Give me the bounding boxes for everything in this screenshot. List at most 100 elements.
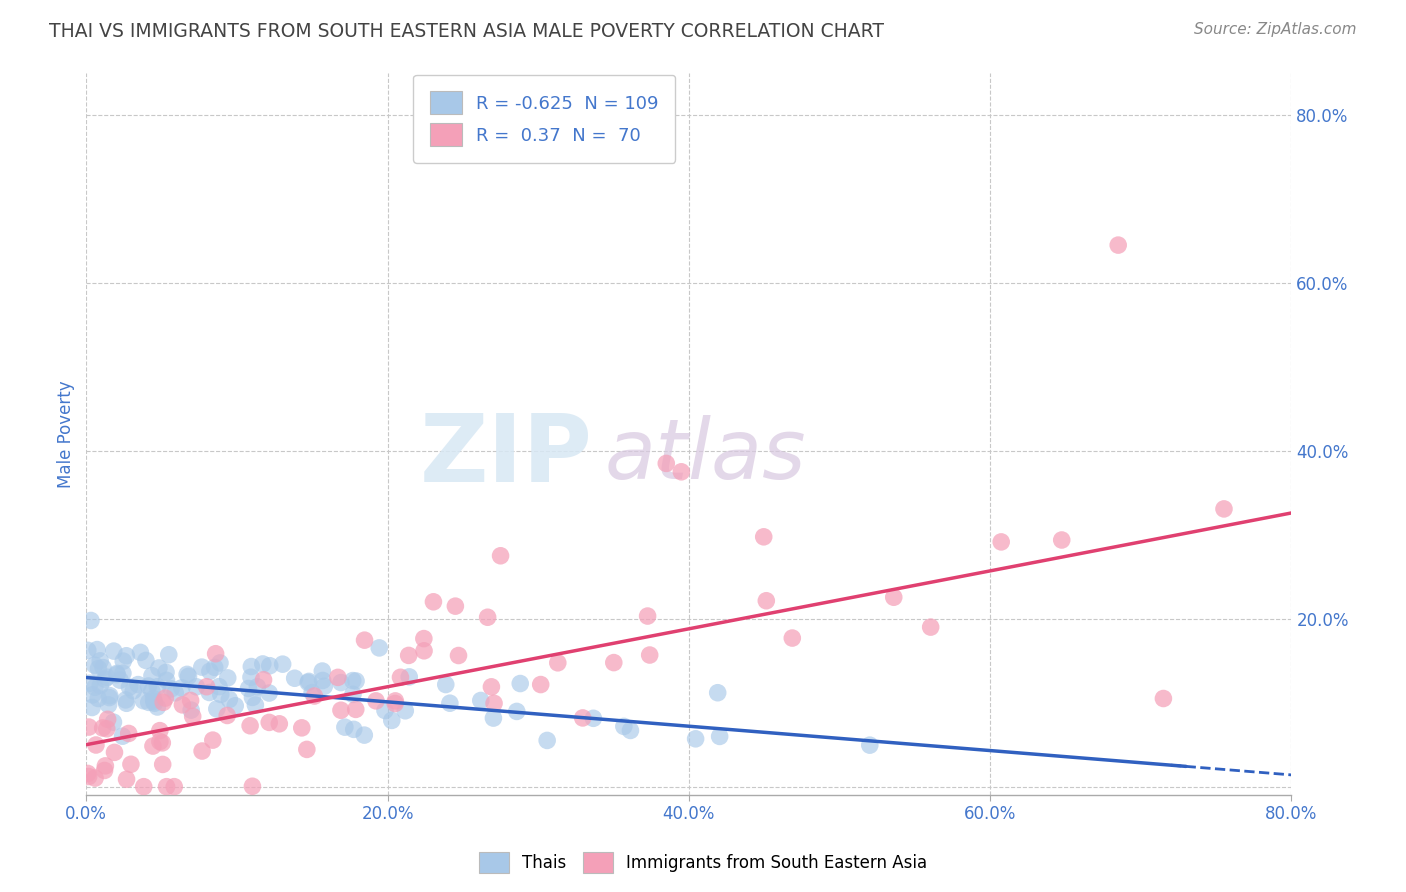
Point — [311, 664, 333, 678]
Text: ZIP: ZIP — [419, 409, 592, 501]
Point — [240, 659, 263, 673]
Point — [152, 757, 174, 772]
Point — [344, 673, 367, 688]
Point — [1107, 238, 1129, 252]
Point — [201, 733, 224, 747]
Point — [91, 721, 114, 735]
Point — [149, 723, 172, 738]
Point — [613, 719, 636, 733]
Point — [79, 676, 101, 690]
Point — [246, 680, 269, 694]
Point — [685, 731, 707, 746]
Point — [177, 669, 200, 683]
Point — [132, 694, 155, 708]
Point — [208, 656, 231, 670]
Point — [122, 683, 145, 698]
Point — [97, 698, 120, 712]
Point — [482, 696, 505, 710]
Point — [208, 680, 231, 694]
Point — [149, 734, 172, 748]
Point — [89, 678, 111, 692]
Point — [170, 681, 193, 695]
Point — [132, 780, 155, 794]
Point — [155, 673, 177, 688]
Point — [384, 694, 406, 708]
Point — [422, 595, 444, 609]
Point — [129, 645, 152, 659]
Point — [86, 642, 108, 657]
Point — [330, 703, 353, 717]
Point — [105, 667, 128, 681]
Text: THAI VS IMMIGRANTS FROM SOUTH EASTERN ASIA MALE POVERTY CORRELATION CHART: THAI VS IMMIGRANTS FROM SOUTH EASTERN AS… — [49, 22, 884, 41]
Point — [97, 712, 120, 726]
Point — [148, 661, 170, 675]
Point — [93, 764, 115, 778]
Point — [115, 696, 138, 710]
Point — [111, 666, 134, 681]
Point — [506, 705, 529, 719]
Point — [547, 656, 569, 670]
Point — [470, 693, 492, 707]
Point — [389, 670, 412, 684]
Point — [163, 780, 186, 794]
Point — [314, 679, 336, 693]
Point — [114, 693, 136, 707]
Point — [259, 658, 281, 673]
Point — [111, 729, 134, 743]
Point — [252, 657, 274, 671]
Point — [195, 680, 218, 694]
Point — [96, 722, 118, 736]
Point — [412, 632, 434, 646]
Point — [709, 730, 731, 744]
Point — [782, 631, 804, 645]
Point — [342, 673, 364, 688]
Point — [141, 668, 163, 682]
Point — [160, 681, 183, 696]
Legend: Thais, Immigrants from South Eastern Asia: Thais, Immigrants from South Eastern Asi… — [472, 846, 934, 880]
Point — [312, 673, 335, 688]
Point — [245, 698, 267, 712]
Point — [447, 648, 470, 663]
Point — [142, 739, 165, 753]
Point — [344, 702, 367, 716]
Point — [444, 599, 467, 614]
Point — [217, 708, 239, 723]
Point — [155, 780, 177, 794]
Point — [257, 715, 280, 730]
Point — [330, 675, 353, 690]
Point — [217, 671, 239, 685]
Point — [752, 530, 775, 544]
Point — [98, 689, 121, 703]
Point — [91, 660, 114, 674]
Point — [146, 700, 169, 714]
Point — [394, 704, 416, 718]
Point — [155, 665, 177, 680]
Point — [205, 702, 228, 716]
Point — [186, 680, 208, 694]
Point — [990, 535, 1012, 549]
Point — [242, 779, 264, 793]
Point — [603, 656, 626, 670]
Point — [180, 693, 202, 707]
Point — [368, 640, 391, 655]
Point — [238, 681, 260, 696]
Point — [284, 671, 307, 685]
Point — [141, 684, 163, 698]
Point — [138, 695, 160, 709]
Point — [530, 677, 553, 691]
Point — [115, 648, 138, 663]
Text: atlas: atlas — [605, 415, 806, 496]
Point — [96, 670, 118, 684]
Point — [135, 653, 157, 667]
Point — [165, 686, 187, 700]
Point — [76, 643, 98, 657]
Point — [150, 736, 173, 750]
Point — [224, 698, 246, 713]
Point — [304, 689, 326, 703]
Point — [87, 661, 110, 675]
Point — [413, 644, 436, 658]
Point — [295, 742, 318, 756]
Point — [342, 687, 364, 701]
Point — [209, 688, 232, 702]
Point — [477, 610, 499, 624]
